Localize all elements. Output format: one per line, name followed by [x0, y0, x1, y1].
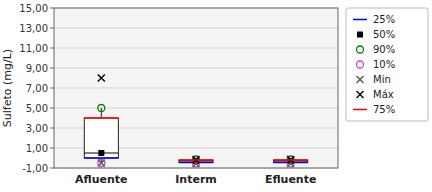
x-tick-label: Interm: [175, 173, 217, 186]
legend: 25% 50% 90% 10% Min Máx 75%: [346, 8, 428, 121]
legend-label: 25%: [373, 14, 395, 25]
marker: [98, 160, 105, 167]
y-tick-label: 3,00: [26, 123, 48, 134]
marker: [98, 105, 105, 112]
plot-frame: [54, 8, 338, 168]
legend-box: [346, 8, 428, 121]
y-tick: [50, 148, 54, 149]
y-tick-label: 1,00: [26, 143, 48, 154]
y-tick-label: 7,00: [26, 83, 48, 94]
marker: [98, 75, 105, 82]
legend-label: 10%: [373, 59, 395, 70]
quartile-line: [179, 159, 213, 161]
grid-line: [54, 88, 338, 89]
chart: -1,00 1,00 3,00 5,00 7,00 9,00 11,00 13,00 15,00…: [0, 0, 432, 192]
x-tick-label: Efluente: [265, 173, 317, 186]
y-tick: [50, 168, 54, 169]
legend-label: 75%: [373, 104, 395, 115]
marks: [84, 75, 307, 168]
y-axis-label: Sulfeto (mg/L): [1, 49, 14, 127]
legend-symbol: [353, 109, 367, 111]
y-tick-label: 15,00: [19, 3, 48, 14]
box: [84, 118, 118, 158]
y-tick: [50, 128, 54, 129]
quartile-line: [84, 117, 118, 119]
marker: [98, 150, 104, 156]
legend-symbol: [357, 76, 364, 83]
legend-label: Min: [373, 74, 391, 85]
plot-area: [54, 8, 338, 168]
legend-symbol: [353, 19, 367, 21]
quartile-line: [274, 159, 308, 161]
grid-line: [54, 28, 338, 29]
legend-symbol: [357, 91, 364, 98]
y-tick-label: -1,00: [22, 163, 48, 174]
y-tick: [50, 108, 54, 109]
whisker-high: [101, 108, 102, 118]
quartile-line: [84, 157, 118, 159]
y-tick: [50, 88, 54, 89]
y-tick: [50, 8, 54, 9]
legend-label: 50%: [373, 29, 395, 40]
legend-label: 90%: [373, 44, 395, 55]
y-tick-label: 11,00: [19, 43, 48, 54]
grid-line: [54, 48, 338, 49]
y-tick-label: 9,00: [26, 63, 48, 74]
y-tick: [50, 48, 54, 49]
y-tick: [50, 28, 54, 29]
legend-symbol: [357, 46, 364, 53]
legend-symbol: [357, 61, 364, 68]
y-tick: [50, 68, 54, 69]
y-tick-label: 5,00: [26, 103, 48, 114]
legend-symbol: [357, 32, 363, 38]
grid-line: [54, 108, 338, 109]
background: [0, 0, 432, 192]
x-tick-label: Afluente: [75, 173, 128, 186]
marker: [98, 160, 105, 167]
legend-label: Máx: [373, 89, 394, 100]
y-tick-label: 13,00: [19, 23, 48, 34]
grid-line: [54, 68, 338, 69]
